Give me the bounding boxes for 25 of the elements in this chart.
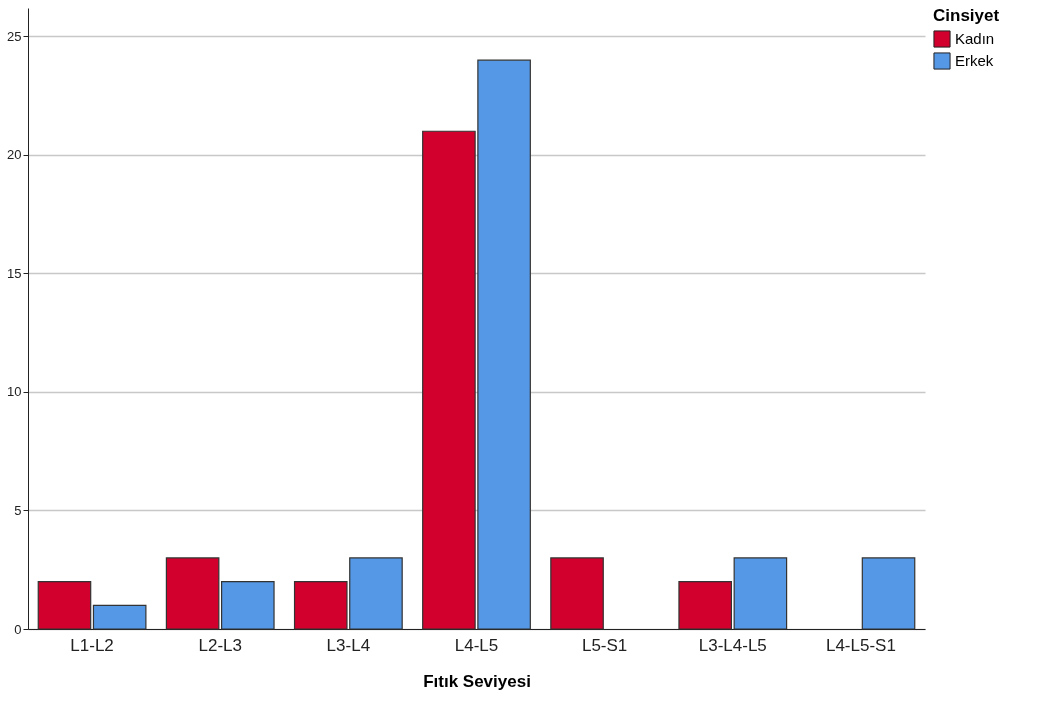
bar — [220, 581, 275, 630]
bar — [678, 581, 733, 630]
legend-label: Kadın — [955, 30, 995, 47]
x-tick-label: L5-S1 — [581, 635, 628, 655]
bar — [165, 557, 220, 630]
bar — [92, 604, 147, 630]
bar — [550, 557, 604, 630]
x-tick-label: L4-L5-S1 — [825, 635, 896, 655]
y-tick-label: 5 — [14, 502, 22, 518]
legend-label: Erkek — [955, 52, 994, 69]
bar — [733, 557, 788, 630]
bar — [861, 557, 916, 630]
x-axis-title: Fıtık Seviyesi — [423, 671, 531, 691]
x-tick-label: L2-L3 — [198, 635, 242, 655]
x-tick-label: L3-L4 — [326, 635, 371, 655]
x-tick-label: L1-L2 — [70, 635, 114, 655]
y-tick-label: 10 — [7, 384, 22, 400]
y-tick-label: 25 — [7, 28, 22, 44]
legend-title: Cinsiyet — [933, 6, 1000, 25]
x-tick-label: L4-L5 — [454, 635, 499, 655]
y-tick-label: 20 — [7, 147, 22, 163]
y-tick-label: 0 — [14, 621, 22, 637]
x-tick-label: L3-L4-L5 — [698, 635, 767, 655]
y-tick-label: 15 — [7, 265, 22, 281]
bar — [37, 581, 92, 630]
